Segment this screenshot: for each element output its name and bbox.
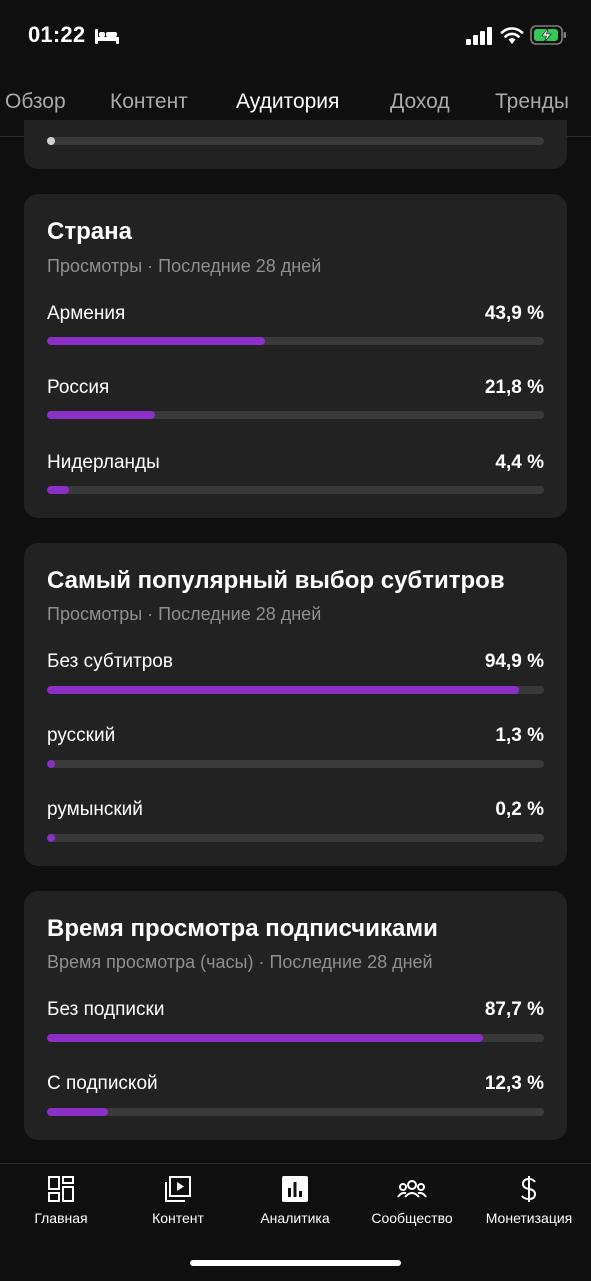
status-time: 01:22 — [28, 22, 86, 47]
progress-track — [47, 486, 544, 494]
row-label: Без подписки — [47, 999, 165, 1020]
previous-card-partial — [24, 120, 567, 169]
progress-track — [47, 137, 544, 145]
progress-fill — [47, 760, 55, 768]
nav-item-analytics[interactable]: Аналитика — [236, 1174, 354, 1226]
subtitles-card[interactable]: Самый популярный выбор субтитров Просмот… — [24, 543, 567, 866]
row-label: Россия — [47, 377, 110, 398]
progress-fill — [47, 1034, 483, 1042]
progress-fill — [47, 337, 266, 345]
row-label: С подпиской — [47, 1073, 158, 1094]
nav-item-monetization[interactable]: Монетизация — [470, 1174, 588, 1226]
row-value: 43,9 % — [484, 303, 544, 324]
row-value: 87,7 % — [484, 999, 544, 1020]
dollar-icon — [521, 1176, 537, 1202]
nav-label: Контент — [152, 1210, 204, 1226]
battery-charging-icon — [530, 25, 566, 45]
cellular-signal-icon — [466, 27, 492, 45]
community-icon — [397, 1180, 427, 1198]
nav-label: Сообщество — [371, 1210, 453, 1226]
row-value: 4,4 % — [495, 452, 544, 473]
row-label: Без субтитров — [47, 651, 173, 672]
subscriber-watch-time-card[interactable]: Время просмотра подписчиками Время просм… — [24, 891, 567, 1140]
progress-track — [47, 1108, 544, 1116]
analytics-icon — [282, 1176, 308, 1202]
row-value: 21,8 % — [484, 377, 544, 398]
country-card[interactable]: Страна Просмотры · Последние 28 дней Арм… — [24, 194, 567, 518]
tab-trends[interactable]: Тренды — [495, 90, 569, 113]
row-value: 94,9 % — [484, 651, 544, 672]
row-label: Нидерланды — [47, 452, 160, 473]
progress-track — [47, 1034, 544, 1042]
nav-item-community[interactable]: Сообщество — [353, 1174, 471, 1226]
nav-item-dashboard[interactable]: Главная — [2, 1174, 120, 1226]
dashboard-icon — [48, 1176, 74, 1202]
status-bar: 01:22 — [0, 0, 591, 72]
card-subtitle: Просмотры · Последние 28 дней — [47, 256, 322, 276]
row-label: Армения — [47, 303, 126, 324]
tab-overview[interactable]: Обзор — [5, 90, 66, 113]
nav-item-content[interactable]: Контент — [119, 1174, 237, 1226]
progress-fill — [47, 137, 55, 145]
progress-fill — [47, 411, 156, 419]
tab-audience[interactable]: Аудитория — [236, 90, 340, 113]
card-subtitle: Просмотры · Последние 28 дней — [47, 604, 322, 624]
progress-fill — [47, 1108, 109, 1116]
nav-label: Аналитика — [260, 1210, 330, 1226]
row-value: 12,3 % — [484, 1073, 544, 1094]
row-label: румынский — [47, 799, 143, 820]
card-title: Время просмотра подписчиками — [47, 915, 438, 942]
progress-track — [47, 686, 544, 694]
nav-label: Монетизация — [485, 1210, 573, 1226]
progress-track — [47, 834, 544, 842]
card-subtitle: Время просмотра (часы) · Последние 28 дн… — [47, 952, 433, 972]
card-title: Самый популярный выбор субтитров — [47, 567, 505, 594]
tab-revenue[interactable]: Доход — [390, 90, 450, 113]
progress-fill — [47, 834, 55, 842]
progress-fill — [47, 686, 519, 694]
progress-track — [47, 760, 544, 768]
sleep-mode-icon — [95, 29, 119, 44]
progress-fill — [47, 486, 69, 494]
card-title: Страна — [47, 218, 132, 245]
row-value: 1,3 % — [495, 725, 544, 746]
row-label: русский — [47, 725, 116, 746]
tab-content[interactable]: Контент — [110, 90, 188, 113]
nav-label: Главная — [34, 1210, 88, 1226]
progress-track — [47, 337, 544, 345]
wifi-icon — [500, 27, 524, 44]
row-value: 0,2 % — [495, 799, 544, 820]
progress-track — [47, 411, 544, 419]
home-indicator[interactable] — [190, 1260, 401, 1266]
video-library-icon — [165, 1176, 191, 1202]
